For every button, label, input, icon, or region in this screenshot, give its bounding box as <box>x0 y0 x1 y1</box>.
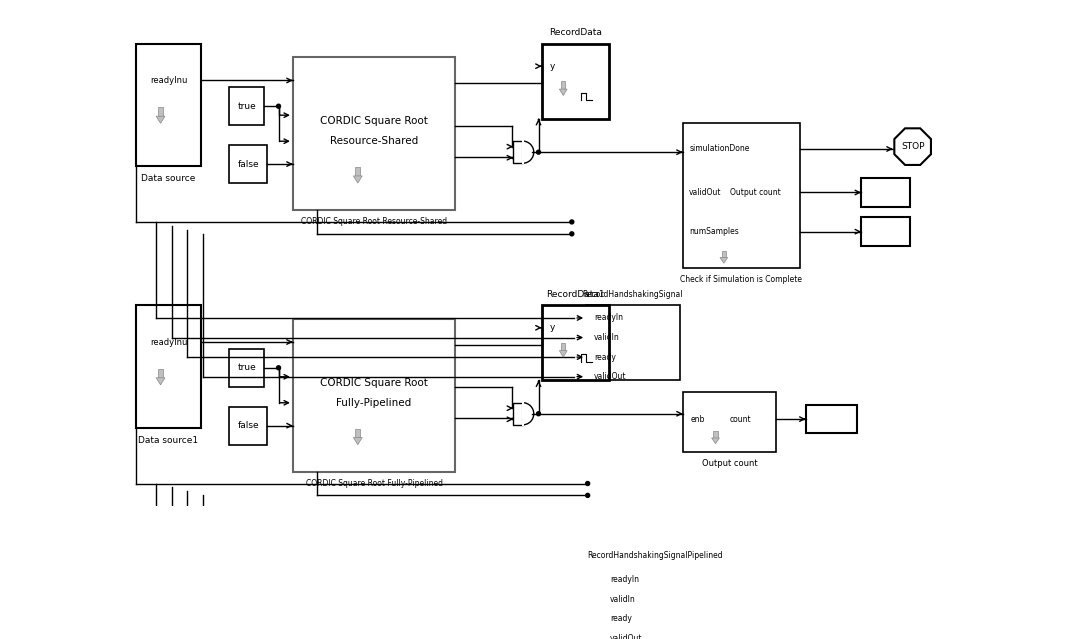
Polygon shape <box>156 116 165 123</box>
Text: count: count <box>730 415 751 424</box>
Text: CORDIC Square Root Fully-Pipelined: CORDIC Square Root Fully-Pipelined <box>306 479 442 488</box>
Circle shape <box>277 366 280 370</box>
Text: u: u <box>182 337 187 346</box>
Text: CORDIC Square Root: CORDIC Square Root <box>320 378 428 388</box>
Text: ready: ready <box>610 614 631 623</box>
Bar <box>136 305 201 428</box>
Wedge shape <box>523 141 534 164</box>
Bar <box>862 217 910 246</box>
Text: validOut: validOut <box>593 372 627 381</box>
Bar <box>158 107 163 116</box>
Text: CORDIC Square Root: CORDIC Square Root <box>320 116 428 127</box>
Polygon shape <box>156 378 165 385</box>
Bar <box>561 81 565 89</box>
Polygon shape <box>559 351 568 357</box>
Text: readyIn: readyIn <box>610 575 639 584</box>
Text: validIn: validIn <box>593 333 619 342</box>
Text: readyIn: readyIn <box>150 76 183 85</box>
Text: u: u <box>182 76 187 85</box>
Polygon shape <box>559 89 568 95</box>
Text: y: y <box>549 62 555 71</box>
Bar <box>229 349 264 387</box>
Text: simulationDone: simulationDone <box>689 144 749 153</box>
Bar <box>586 305 680 380</box>
Bar <box>683 392 776 452</box>
Wedge shape <box>523 403 534 425</box>
Bar <box>229 406 267 445</box>
Text: RecordData: RecordData <box>549 28 602 37</box>
Text: Data source1: Data source1 <box>138 436 199 445</box>
Text: RecordHandshakingSignal: RecordHandshakingSignal <box>583 290 683 299</box>
Text: Output count: Output count <box>730 188 780 197</box>
Bar <box>722 250 726 258</box>
Bar <box>862 178 910 207</box>
Text: false: false <box>238 421 259 430</box>
Text: numSamples: numSamples <box>689 227 739 236</box>
Text: Check if Simulation is Complete: Check if Simulation is Complete <box>680 275 802 284</box>
Circle shape <box>570 220 574 224</box>
Text: y: y <box>549 323 555 332</box>
Text: CORDIC Square Root Resource-Shared: CORDIC Square Root Resource-Shared <box>301 217 448 226</box>
Text: true: true <box>238 102 256 111</box>
Text: RecordData1: RecordData1 <box>546 290 604 299</box>
Circle shape <box>570 232 574 236</box>
Bar <box>542 305 609 380</box>
Bar <box>158 369 163 378</box>
Circle shape <box>586 482 589 486</box>
Bar <box>561 343 565 351</box>
Bar <box>356 429 360 438</box>
Bar <box>229 87 264 125</box>
Circle shape <box>536 412 540 416</box>
Bar <box>805 405 857 433</box>
Polygon shape <box>894 128 931 165</box>
Circle shape <box>277 104 280 108</box>
Text: false: false <box>238 160 259 169</box>
Text: Fully-Pipelined: Fully-Pipelined <box>336 397 412 408</box>
Text: Data source: Data source <box>142 174 196 183</box>
Bar <box>713 431 718 438</box>
Text: true: true <box>238 364 256 373</box>
Text: RecordHandshakingSignalPipelined: RecordHandshakingSignalPipelined <box>588 551 723 560</box>
Polygon shape <box>353 438 362 445</box>
Bar <box>293 57 455 210</box>
Text: ready: ready <box>593 353 616 362</box>
Text: Output count: Output count <box>702 459 758 468</box>
Bar <box>136 43 201 166</box>
Bar <box>542 43 609 119</box>
Polygon shape <box>711 438 719 443</box>
Bar <box>229 145 267 183</box>
Bar <box>356 167 360 176</box>
Bar <box>602 567 709 639</box>
Text: enb: enb <box>691 415 705 424</box>
Text: readyIn: readyIn <box>593 314 623 323</box>
Polygon shape <box>720 258 728 263</box>
Bar <box>683 123 800 268</box>
Text: validOut: validOut <box>610 634 642 639</box>
Circle shape <box>586 493 589 497</box>
Text: readyIn: readyIn <box>150 337 183 346</box>
Polygon shape <box>353 176 362 183</box>
Bar <box>293 319 455 472</box>
Text: validOut: validOut <box>689 188 722 197</box>
Bar <box>513 141 523 164</box>
Text: Resource-Shared: Resource-Shared <box>330 136 418 146</box>
Text: STOP: STOP <box>900 142 924 151</box>
Circle shape <box>536 150 540 154</box>
Text: validIn: validIn <box>610 595 636 604</box>
Bar <box>513 403 523 425</box>
